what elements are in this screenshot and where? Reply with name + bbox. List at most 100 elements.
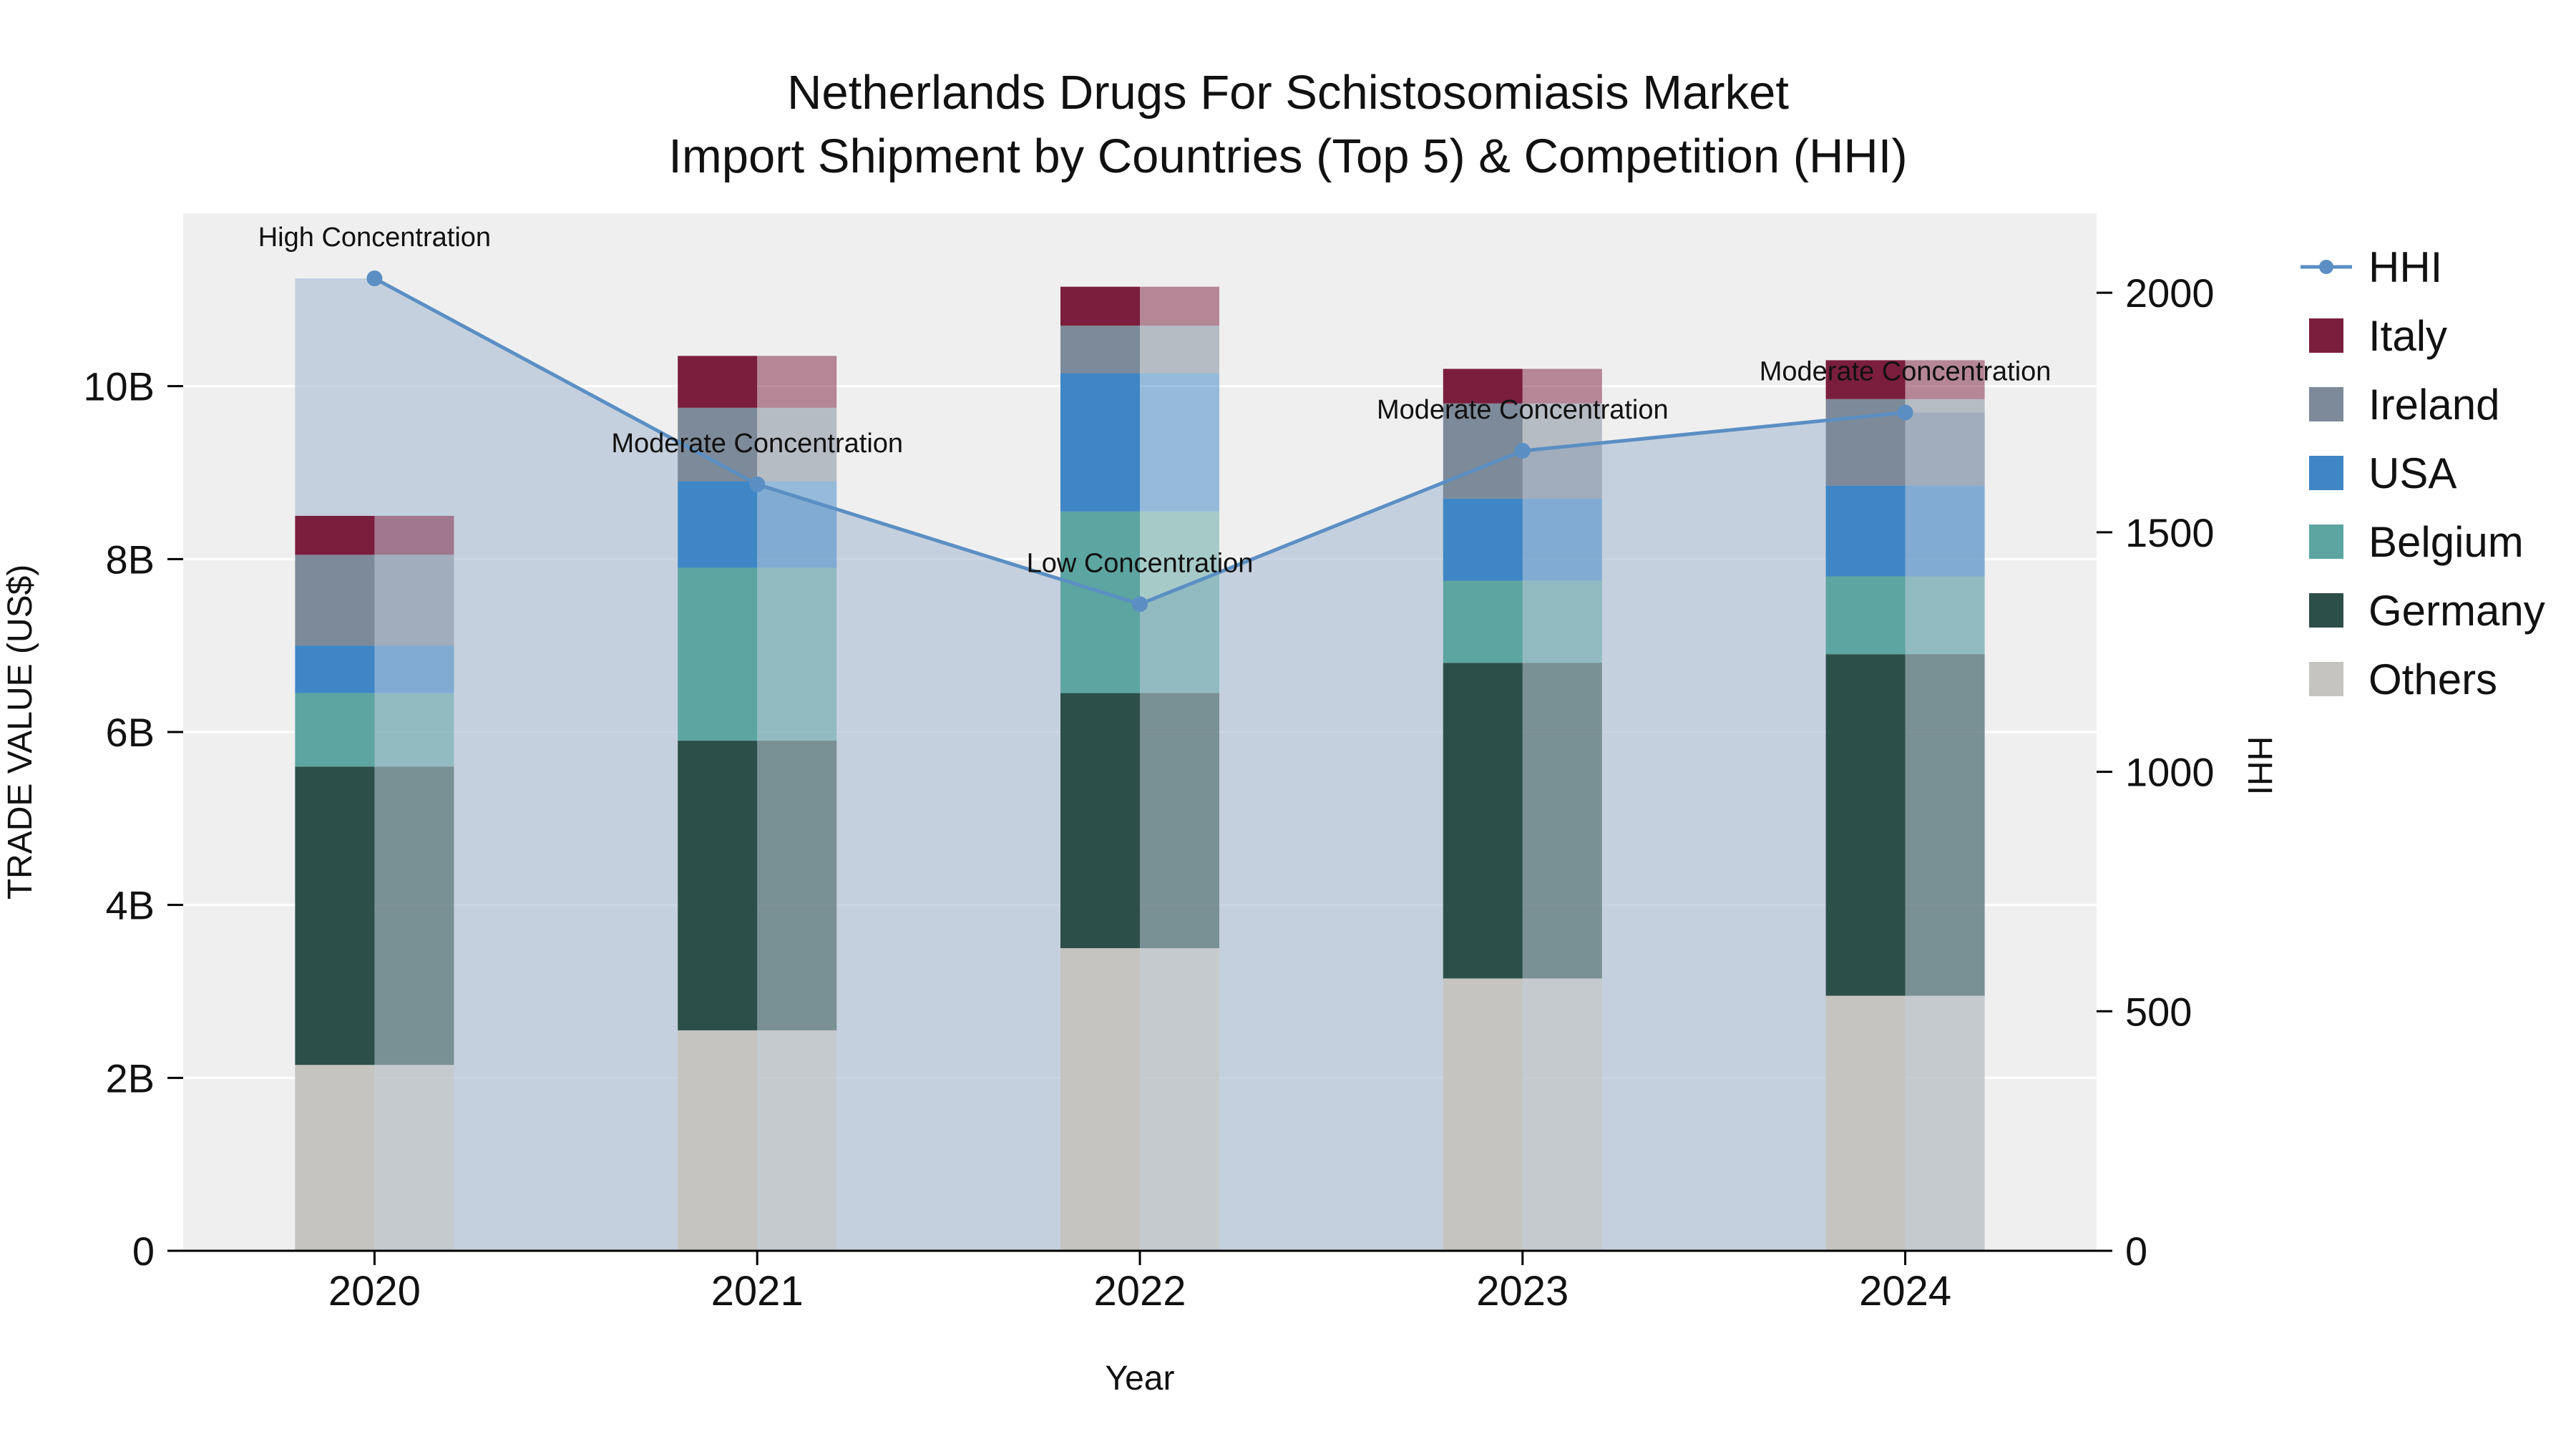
bar-segment-2021-USA[interactable] [678, 481, 758, 568]
bar-segment-shadow-2024-USA [1905, 485, 1985, 577]
chart-title-line2: Import Shipment by Countries (Top 5) & C… [668, 130, 1907, 183]
bar-segment-shadow-2021-Italy [757, 356, 837, 408]
bar-segment-shadow-2024-Others [1905, 995, 1985, 1251]
annotation-2021: Moderate Concentration [611, 429, 903, 459]
legend-item-italy[interactable]: Italy [2309, 312, 2447, 360]
hhi-marker-2024[interactable] [1897, 404, 1913, 421]
bar-segment-shadow-2020-USA [374, 645, 454, 693]
y-right-tick-label: 0 [2125, 1229, 2147, 1274]
bar-segment-shadow-2021-Ireland [757, 407, 837, 482]
legend-label: USA [2368, 449, 2457, 497]
legend-swatch [2309, 456, 2343, 490]
bar-segment-shadow-2020-Ireland [374, 555, 454, 646]
chart-title-line1: Netherlands Drugs For Schistosomiasis Ma… [787, 66, 1789, 119]
hhi-marker-2020[interactable] [366, 270, 383, 287]
y-right-tick-label: 2000 [2125, 270, 2215, 316]
legend-item-usa[interactable]: USA [2309, 449, 2457, 497]
legend-item-others[interactable]: Others [2309, 655, 2497, 703]
x-tick-label-2023: 2023 [1476, 1268, 1568, 1314]
bar-segment-shadow-2024-Italy [1905, 360, 1985, 399]
plot-layer: High Concentration Moderate Concentration… [83, 213, 2215, 1314]
bar-segment-2021-Italy[interactable] [678, 356, 758, 408]
hhi-marker-2021[interactable] [749, 476, 766, 492]
bar-segment-2024-Belgium[interactable] [1825, 576, 1906, 655]
y-right-tick-label: 500 [2125, 989, 2192, 1034]
bar-segment-shadow-2021-Belgium [757, 567, 837, 741]
legend-item-ireland[interactable]: Ireland [2309, 381, 2499, 429]
y-right-tick-label: 1000 [2125, 750, 2215, 795]
y-left-tick-label: 10B [83, 364, 155, 409]
bar-segment-shadow-2022-Others [1140, 948, 1219, 1251]
bar-segment-2021-Ireland[interactable] [678, 407, 758, 482]
bar-segment-2023-Belgium[interactable] [1443, 580, 1523, 663]
bar-segment-2020-Belgium[interactable] [295, 693, 375, 767]
annotation-2023: Moderate Concentration [1377, 395, 1669, 425]
legend-label: Others [2368, 655, 2497, 703]
bar-segment-2023-Others[interactable] [1443, 978, 1523, 1251]
hhi-marker-2023[interactable] [1514, 443, 1531, 459]
bar-segment-shadow-2021-Others [757, 1030, 837, 1251]
bar-segment-shadow-2022-Ireland [1140, 326, 1219, 374]
bar-segment-2021-Germany[interactable] [678, 741, 758, 1030]
bar-segment-2023-Germany[interactable] [1443, 663, 1523, 979]
bar-segment-2021-Belgium[interactable] [678, 567, 758, 741]
bar-segment-2020-Others[interactable] [295, 1065, 375, 1251]
bar-segment-shadow-2021-Germany [757, 741, 837, 1030]
bar-segment-2022-Germany[interactable] [1060, 693, 1140, 949]
bar-segment-2020-Ireland[interactable] [295, 555, 375, 646]
bar-segment-shadow-2020-Germany [374, 766, 454, 1065]
bar-segment-shadow-2022-Germany [1140, 693, 1219, 949]
bar-segment-shadow-2024-Belgium [1905, 576, 1985, 655]
bar-segment-2021-Others[interactable] [678, 1030, 758, 1251]
annotation-2024: Moderate Concentration [1760, 356, 2051, 386]
bar-segment-2022-Italy[interactable] [1060, 286, 1140, 326]
bar-segment-2024-USA[interactable] [1825, 485, 1906, 577]
bar-segment-shadow-2020-Italy [374, 515, 454, 555]
legend-item-germany[interactable]: Germany [2309, 587, 2545, 635]
bar-segment-shadow-2024-Ireland [1905, 399, 1985, 486]
bar-segment-2024-Germany[interactable] [1825, 654, 1906, 996]
legend-swatch [2309, 318, 2343, 353]
y-left-tick-label: 8B [106, 537, 155, 582]
legend-item-hhi[interactable]: HHI [2301, 243, 2442, 291]
annotation-2020: High Concentration [258, 223, 491, 253]
bar-segment-2024-Others[interactable] [1825, 995, 1906, 1251]
legend-label: HHI [2368, 243, 2442, 291]
legend-label: Germany [2368, 587, 2545, 635]
y-left-axis-title: TRADE VALUE (US$) [1, 565, 39, 900]
x-tick-label-2021: 2021 [711, 1268, 804, 1314]
x-tick-label-2020: 2020 [328, 1268, 421, 1314]
y-right-tick-label: 1500 [2125, 510, 2215, 555]
bar-segment-2023-USA[interactable] [1443, 498, 1523, 581]
bar-segment-2023-Ireland[interactable] [1443, 403, 1523, 499]
bar-segment-2020-Italy[interactable] [295, 515, 375, 555]
legend-item-belgium[interactable]: Belgium [2309, 518, 2524, 566]
legend-label: Belgium [2368, 518, 2524, 566]
y-left-tick-label: 2B [106, 1055, 155, 1101]
legend-swatch [2309, 387, 2343, 421]
x-tick-label-2024: 2024 [1859, 1268, 1951, 1314]
legend-line-marker [2319, 260, 2333, 274]
x-tick-label-2022: 2022 [1093, 1268, 1186, 1314]
bar-segment-2020-USA[interactable] [295, 645, 375, 693]
bar-segment-2022-Others[interactable] [1060, 948, 1140, 1251]
bar-segment-2024-Italy[interactable] [1825, 360, 1906, 399]
bar-segment-2023-Italy[interactable] [1443, 369, 1523, 404]
legend-swatch [2309, 662, 2343, 696]
bar-segment-shadow-2023-Belgium [1522, 580, 1602, 663]
bar-segment-2022-Ireland[interactable] [1060, 326, 1140, 374]
bar-segment-shadow-2023-Germany [1522, 663, 1602, 979]
bar-segment-shadow-2022-USA [1140, 373, 1219, 512]
bar-segment-2022-Belgium[interactable] [1060, 511, 1140, 693]
hhi-marker-2022[interactable] [1132, 596, 1148, 613]
bar-segment-2020-Germany[interactable] [295, 766, 375, 1065]
bar-segment-2022-USA[interactable] [1060, 373, 1140, 512]
bar-segment-shadow-2023-USA [1522, 498, 1602, 581]
bar-segment-shadow-2021-USA [757, 481, 837, 568]
bar-segment-shadow-2022-Italy [1140, 286, 1219, 326]
y-left-tick-label: 4B [106, 883, 155, 928]
legend-swatch [2309, 593, 2343, 628]
bar-segment-shadow-2024-Germany [1905, 654, 1985, 996]
